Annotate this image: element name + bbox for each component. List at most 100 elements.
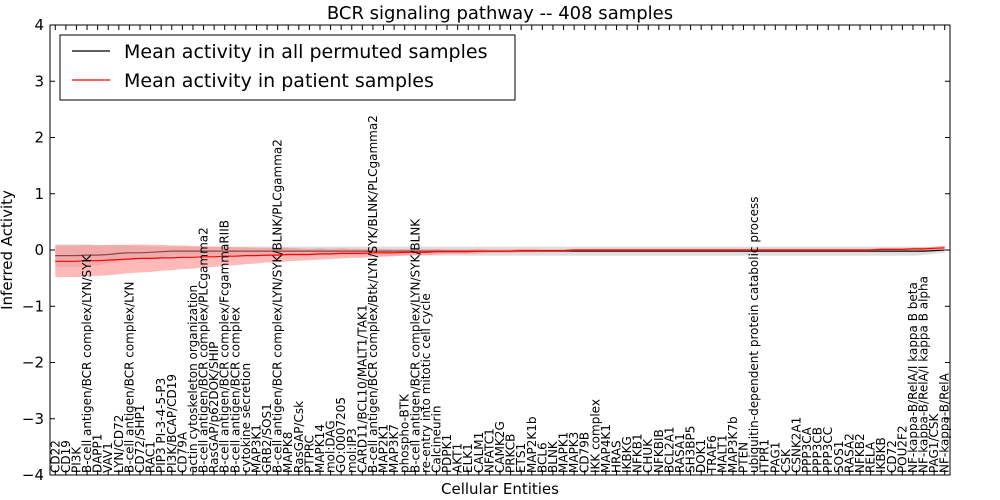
entity-label: RASA1 bbox=[673, 433, 687, 473]
legend-box bbox=[59, 34, 516, 101]
entity-label: PPP3CB bbox=[811, 427, 825, 473]
entity-label: PTPRC bbox=[302, 435, 316, 473]
entity-label: PAG1/CSK bbox=[927, 413, 941, 473]
entity-label: CD79B bbox=[578, 432, 592, 473]
entity-label: CD22 bbox=[48, 440, 62, 473]
entity-label: B-cell antigen/BCR complex bbox=[228, 307, 242, 473]
entity-label: B-cell antigen/BCR complex/LYN/SYK/BLNK bbox=[408, 218, 422, 473]
entity-label: MAP2K1b bbox=[525, 416, 539, 473]
entity-label: mol:IP3 bbox=[345, 428, 359, 473]
entity-label: cytokine secretion bbox=[239, 363, 253, 473]
entity-label: GO:0007205 bbox=[334, 397, 348, 473]
entity-label: CSNK2A1 bbox=[790, 417, 804, 473]
entity-label: CALM1 bbox=[472, 432, 486, 473]
entity-label: BCL6 bbox=[535, 442, 549, 473]
entity-label: actin cytoskeleton organization bbox=[186, 285, 200, 473]
y-tick-label: 1 bbox=[34, 185, 44, 203]
entity-label: RasGAP/Csk bbox=[292, 401, 306, 473]
entity-label: B-cell antigen/BCR complex/LYN bbox=[122, 281, 136, 473]
x-axis-title: Cellular Entities bbox=[441, 480, 559, 498]
entity-label: CHUK bbox=[641, 438, 655, 473]
entity-label: B-cell antigen/BCR complex/LYN/SYK/BLNK/… bbox=[271, 139, 285, 473]
entity-label: PDPK1 bbox=[440, 434, 454, 473]
entity-label: ETS1 bbox=[514, 443, 528, 473]
entity-label: CD72 bbox=[885, 440, 899, 473]
entity-label: RAC1 bbox=[144, 441, 158, 473]
entity-label: POU2F2 bbox=[895, 425, 909, 473]
y-axis: −4 −3 −2 −1 0 1 2 3 4 bbox=[22, 16, 950, 484]
entity-label: CAMK2G bbox=[493, 421, 507, 473]
legend-label-patient: Mean activity in patient samples bbox=[124, 70, 434, 92]
entity-label: phospho-BTK bbox=[398, 393, 412, 473]
entity-label: CD19 bbox=[59, 440, 73, 473]
entity-label: PAG1 bbox=[768, 442, 782, 473]
entity-label: PI3K bbox=[70, 446, 84, 473]
entity-label: IKBKB bbox=[874, 437, 888, 473]
entity-label: CSK bbox=[779, 448, 793, 473]
entity-label: DOK1 bbox=[694, 439, 708, 473]
entity-label: ubiquitin-dependent protein catabolic pr… bbox=[747, 197, 761, 473]
entity-label: IKK complex bbox=[588, 399, 602, 473]
entity-label: MAPK8 bbox=[281, 432, 295, 473]
entity-label: NF-kappa-B/RelA bbox=[938, 372, 952, 473]
y-tick-label: 3 bbox=[34, 72, 44, 90]
entity-label: B-cell antigen/BCR complex/FcgammaRIIB bbox=[218, 220, 232, 473]
entity-label: PIP3 PI-3-4-5-P3 bbox=[154, 378, 168, 473]
entity-label: NF-kappa-B/RelA/I kappa B alpha bbox=[917, 276, 931, 473]
legend-label-permuted: Mean activity in all permuted samples bbox=[124, 41, 487, 63]
y-tick-label: −1 bbox=[22, 297, 44, 315]
entity-label: PPP3CA bbox=[800, 426, 814, 473]
entity-label: MAP2K1 bbox=[377, 424, 391, 473]
entity-label: B-cell antigen/BCR complex/Btk/LYN/SYK/B… bbox=[366, 115, 380, 473]
entity-label: PRKCB bbox=[504, 434, 518, 473]
entity-label: HRAS bbox=[610, 440, 624, 473]
y-tick-label: −4 bbox=[22, 466, 44, 484]
entity-label: DAPP1 bbox=[91, 434, 105, 473]
entity-label: PI3K/BCAP/CD19 bbox=[165, 374, 179, 473]
entity-label: B-cell antigen/BCR complex/LYN/SYK bbox=[80, 254, 94, 474]
y-tick-label: 0 bbox=[34, 241, 44, 259]
legend: Mean activity in all permuted samples Me… bbox=[59, 34, 516, 101]
entity-label: MAP3K1 bbox=[250, 424, 264, 473]
entity-label: RASA2 bbox=[842, 433, 856, 473]
entity-label: SOS1 bbox=[832, 441, 846, 473]
entity-label: CD72/SHP1 bbox=[133, 405, 147, 473]
entity-label: MAP3K7b bbox=[726, 416, 740, 473]
y-axis-title: Inferred Activity bbox=[0, 190, 16, 310]
plot-area bbox=[55, 244, 945, 277]
entity-label: MAP3K7 bbox=[387, 424, 401, 473]
entity-label: PTEN bbox=[737, 442, 751, 473]
entity-label: MALT1 bbox=[715, 434, 729, 473]
entity-label: NFATC1 bbox=[482, 428, 496, 473]
y-tick-label: −2 bbox=[22, 354, 44, 372]
entity-label: BCL2A1 bbox=[662, 426, 676, 473]
entity-label: ELK1 bbox=[461, 443, 475, 473]
entity-label: re-entry into mitotic cell cycle bbox=[419, 293, 433, 473]
entity-label: NFKBIB bbox=[652, 429, 666, 473]
entity-label: LYN/CD72 bbox=[112, 415, 126, 473]
entity-label: MAPK3 bbox=[567, 432, 581, 473]
entity-label: BLNK bbox=[546, 440, 560, 473]
y-tick-label: 2 bbox=[34, 129, 44, 147]
entity-label: SH3BP5 bbox=[684, 426, 698, 473]
entity-label: PPP3CC bbox=[821, 427, 835, 473]
y-tick-label: 4 bbox=[34, 16, 44, 34]
chart-title: BCR signaling pathway -- 408 samples bbox=[327, 3, 673, 24]
entity-label: NFKB2 bbox=[853, 433, 867, 473]
entity-label: NF-kappa-B/RelA/I kappa B beta bbox=[906, 282, 920, 473]
entity-label: VAV1 bbox=[101, 442, 115, 473]
entity-label: MAPK14 bbox=[313, 424, 327, 473]
patient-mean-line bbox=[55, 247, 945, 262]
entity-label: MAPK1 bbox=[557, 432, 571, 473]
entity-label: MAP4K1 bbox=[599, 424, 613, 473]
entity-label: CD79A bbox=[175, 431, 189, 473]
entity-label: IKBKG bbox=[620, 436, 634, 473]
entity-label: CARD11/BCL10/MALT1/TAK1 bbox=[355, 304, 369, 473]
entity-label: TRAF6 bbox=[705, 435, 719, 474]
y-tick-label: −3 bbox=[22, 410, 44, 428]
entity-label: GRB2/SOS1 bbox=[260, 403, 274, 473]
entity-label: RELA bbox=[864, 441, 878, 473]
entity-label: AKT1 bbox=[451, 443, 465, 473]
